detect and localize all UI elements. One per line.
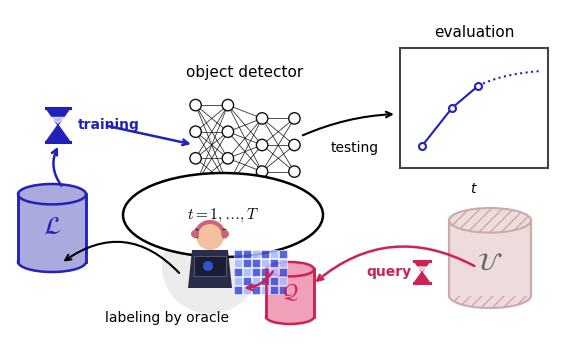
Polygon shape xyxy=(46,125,70,142)
Bar xyxy=(266,269,314,317)
Bar xyxy=(261,277,269,285)
Bar xyxy=(18,194,86,262)
Bar xyxy=(279,277,287,285)
Bar xyxy=(279,259,287,267)
Polygon shape xyxy=(414,261,430,272)
Bar xyxy=(252,259,260,267)
Bar xyxy=(449,220,531,296)
Circle shape xyxy=(256,139,268,151)
Bar xyxy=(270,286,278,294)
Bar xyxy=(279,286,287,294)
Ellipse shape xyxy=(18,184,86,204)
Text: evaluation: evaluation xyxy=(434,25,514,40)
Bar xyxy=(243,286,251,294)
Circle shape xyxy=(221,230,229,238)
Circle shape xyxy=(289,166,300,177)
Bar xyxy=(194,256,226,276)
Ellipse shape xyxy=(266,310,314,324)
Text: $\mathcal{U}$: $\mathcal{U}$ xyxy=(477,251,503,275)
Bar xyxy=(261,250,269,258)
Text: testing: testing xyxy=(331,141,379,155)
Bar xyxy=(279,250,287,258)
Bar xyxy=(261,286,269,294)
Ellipse shape xyxy=(449,208,531,233)
Circle shape xyxy=(256,166,268,177)
Bar xyxy=(252,250,260,258)
Circle shape xyxy=(162,218,258,314)
Circle shape xyxy=(222,99,233,111)
Text: $t$: $t$ xyxy=(470,182,478,196)
Ellipse shape xyxy=(123,173,323,257)
Bar xyxy=(243,259,251,267)
Bar xyxy=(234,250,242,258)
Bar xyxy=(252,268,260,276)
Ellipse shape xyxy=(449,283,531,308)
Ellipse shape xyxy=(18,251,86,272)
Bar xyxy=(243,277,251,285)
Bar xyxy=(270,250,278,258)
Bar xyxy=(400,48,548,168)
Text: labeling by oracle: labeling by oracle xyxy=(105,311,229,325)
Circle shape xyxy=(289,139,300,151)
Bar xyxy=(270,259,278,267)
Circle shape xyxy=(222,179,233,191)
Bar xyxy=(270,268,278,276)
Bar xyxy=(252,286,260,294)
Ellipse shape xyxy=(266,262,314,276)
Text: training: training xyxy=(78,118,140,132)
Circle shape xyxy=(190,153,201,164)
Bar xyxy=(234,277,242,285)
Circle shape xyxy=(203,261,213,271)
Circle shape xyxy=(256,113,268,124)
Circle shape xyxy=(222,126,233,137)
Circle shape xyxy=(190,99,201,111)
Bar xyxy=(18,194,86,262)
Text: object detector: object detector xyxy=(186,65,304,80)
Bar xyxy=(234,259,242,267)
Bar xyxy=(266,269,314,317)
Polygon shape xyxy=(418,267,426,271)
Bar xyxy=(243,250,251,258)
Circle shape xyxy=(190,179,201,191)
Text: $t = 1,\ldots,T$: $t = 1,\ldots,T$ xyxy=(187,206,259,224)
Text: $\mathcal{L}$: $\mathcal{L}$ xyxy=(43,216,61,239)
Bar xyxy=(252,277,260,285)
Circle shape xyxy=(289,113,300,124)
Text: $\mathcal{Q}$: $\mathcal{Q}$ xyxy=(281,283,299,303)
Bar xyxy=(279,268,287,276)
Circle shape xyxy=(190,126,201,137)
Polygon shape xyxy=(51,117,65,123)
Bar xyxy=(234,286,242,294)
Circle shape xyxy=(191,230,199,238)
Bar xyxy=(449,220,531,296)
Bar xyxy=(234,268,242,276)
Bar xyxy=(261,259,269,267)
Text: query: query xyxy=(367,265,412,279)
Bar xyxy=(243,268,251,276)
Circle shape xyxy=(222,153,233,164)
Polygon shape xyxy=(414,272,430,283)
Polygon shape xyxy=(188,250,232,288)
Circle shape xyxy=(196,222,224,250)
Bar xyxy=(270,277,278,285)
Bar xyxy=(261,268,269,276)
Polygon shape xyxy=(46,108,70,125)
